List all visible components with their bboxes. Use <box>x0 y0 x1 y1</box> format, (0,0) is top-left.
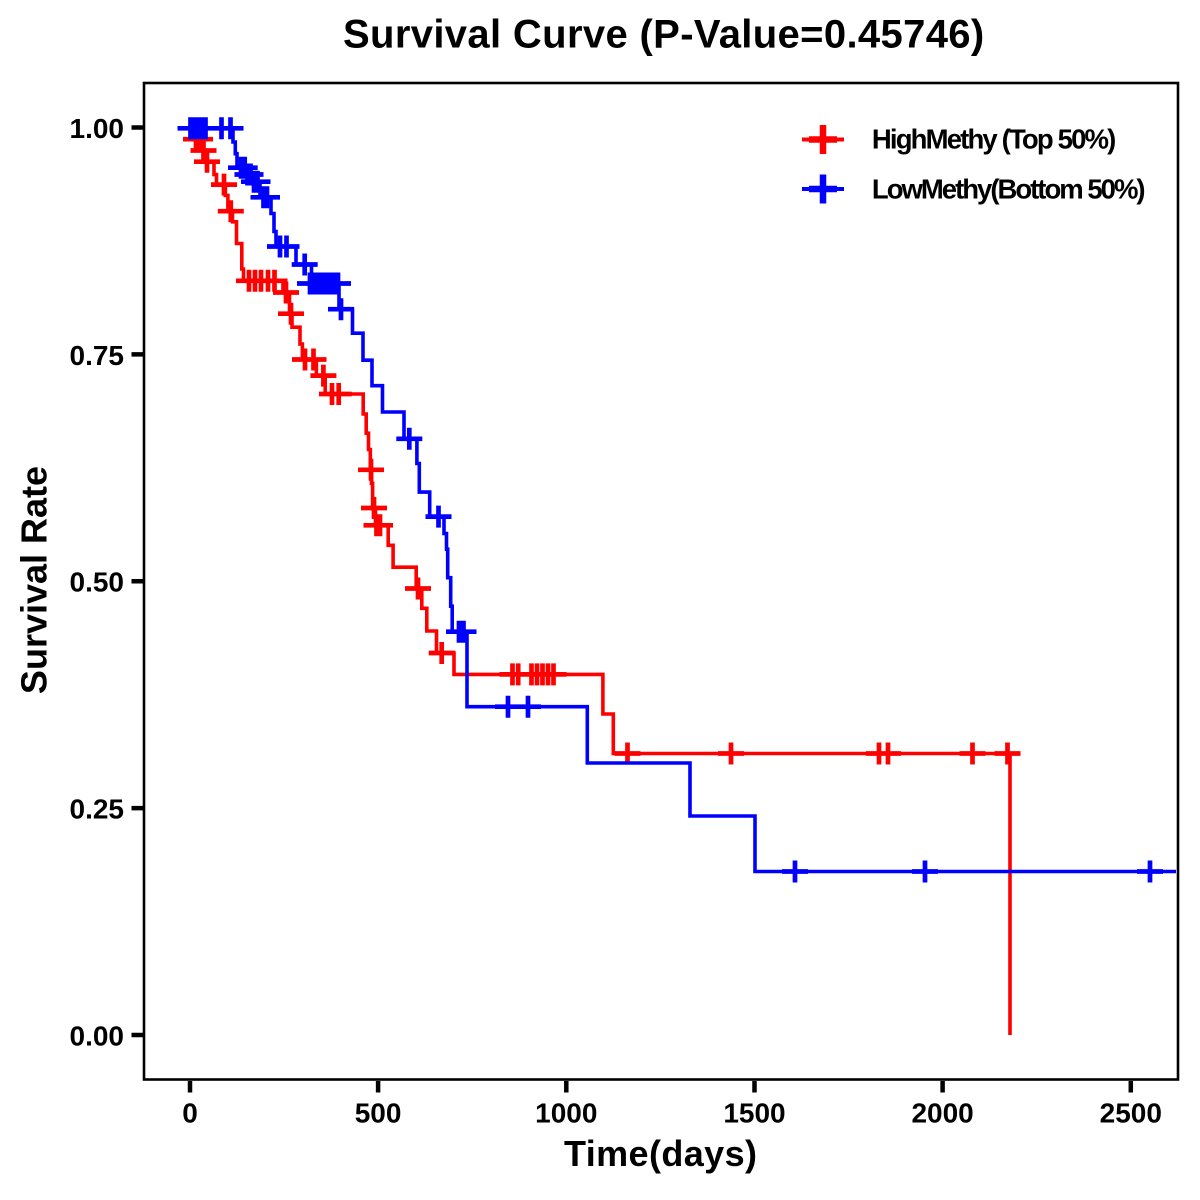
svg-text:0.25: 0.25 <box>70 794 125 825</box>
svg-text:0.00: 0.00 <box>70 1020 125 1051</box>
svg-text:Survival Curve (P-Value=0.4574: Survival Curve (P-Value=0.45746) <box>343 13 985 57</box>
svg-text:1500: 1500 <box>723 1098 785 1129</box>
svg-text:1000: 1000 <box>535 1098 597 1129</box>
svg-text:1.00: 1.00 <box>70 113 125 144</box>
svg-text:0.50: 0.50 <box>70 567 125 598</box>
svg-text:2000: 2000 <box>911 1098 973 1129</box>
svg-text:Time(days): Time(days) <box>564 1133 757 1174</box>
svg-text:2500: 2500 <box>1100 1098 1162 1129</box>
svg-text:500: 500 <box>355 1098 402 1129</box>
svg-text:HighMethy (Top 50%): HighMethy (Top 50%) <box>872 124 1115 155</box>
svg-text:Survival Rate: Survival Rate <box>14 466 55 694</box>
svg-text:0: 0 <box>182 1098 198 1129</box>
svg-text:LowMethy(Bottom 50%): LowMethy(Bottom 50%) <box>872 174 1145 205</box>
svg-text:0.75: 0.75 <box>70 340 125 371</box>
